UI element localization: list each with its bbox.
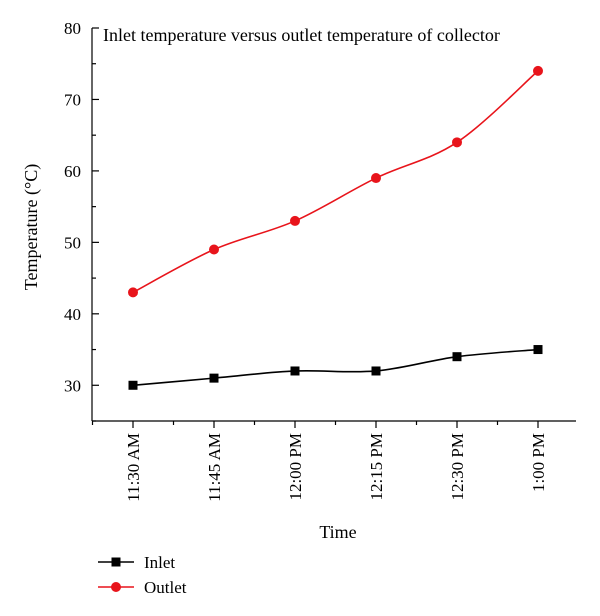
y-axis-ticks: 30 40 50 60 70 80: [64, 19, 99, 422]
y-tick-label: 50: [64, 233, 81, 252]
data-point-outlet: [290, 215, 300, 226]
y-tick-label: 70: [64, 90, 81, 109]
data-point-outlet: [452, 137, 462, 148]
x-tick-label: 11:30 AM: [124, 433, 143, 502]
x-tick-label: 1:00 PM: [529, 433, 548, 492]
x-tick-label: 12:00 PM: [286, 433, 305, 501]
y-axis-label: Temperature (°C): [21, 164, 42, 290]
x-tick-label: 12:15 PM: [367, 433, 386, 501]
data-point-inlet: [371, 366, 381, 376]
data-point-inlet: [209, 373, 219, 383]
series-line-inlet: [132, 348, 539, 387]
legend-marker-inlet: [111, 557, 121, 567]
data-point-inlet: [290, 366, 300, 376]
x-tick-label: 12:30 PM: [448, 433, 467, 501]
legend-label-outlet: Outlet: [144, 578, 187, 597]
series-inlet: [128, 345, 543, 390]
series-outlet: [128, 65, 543, 298]
data-point-inlet: [452, 352, 462, 362]
series-layer: [128, 65, 543, 390]
chart-title: Inlet temperature versus outlet temperat…: [103, 25, 500, 45]
y-tick-label: 40: [64, 305, 81, 324]
legend-label-inlet: Inlet: [144, 553, 175, 572]
legend-marker-outlet: [111, 582, 121, 592]
y-tick-label: 80: [64, 19, 81, 38]
y-tick-label: 60: [64, 162, 81, 181]
legend: Inlet Outlet: [98, 553, 187, 597]
data-point-outlet: [533, 65, 543, 76]
data-point-inlet: [533, 345, 543, 355]
series-line-outlet: [132, 70, 539, 294]
legend-item-inlet: Inlet: [98, 553, 175, 572]
data-point-inlet: [128, 380, 138, 390]
y-tick-label: 30: [64, 376, 81, 395]
data-point-outlet: [128, 287, 138, 298]
data-point-outlet: [371, 173, 381, 184]
legend-item-outlet: Outlet: [98, 578, 187, 597]
data-point-outlet: [209, 244, 219, 255]
x-tick-label: 11:45 AM: [205, 433, 224, 502]
x-axis-ticks: 11:30 AM 11:45 AM 12:00 PM 12:15 PM 12:30 PM…: [91, 421, 548, 502]
x-axis-label: Time: [319, 522, 356, 542]
axes: [91, 28, 576, 422]
